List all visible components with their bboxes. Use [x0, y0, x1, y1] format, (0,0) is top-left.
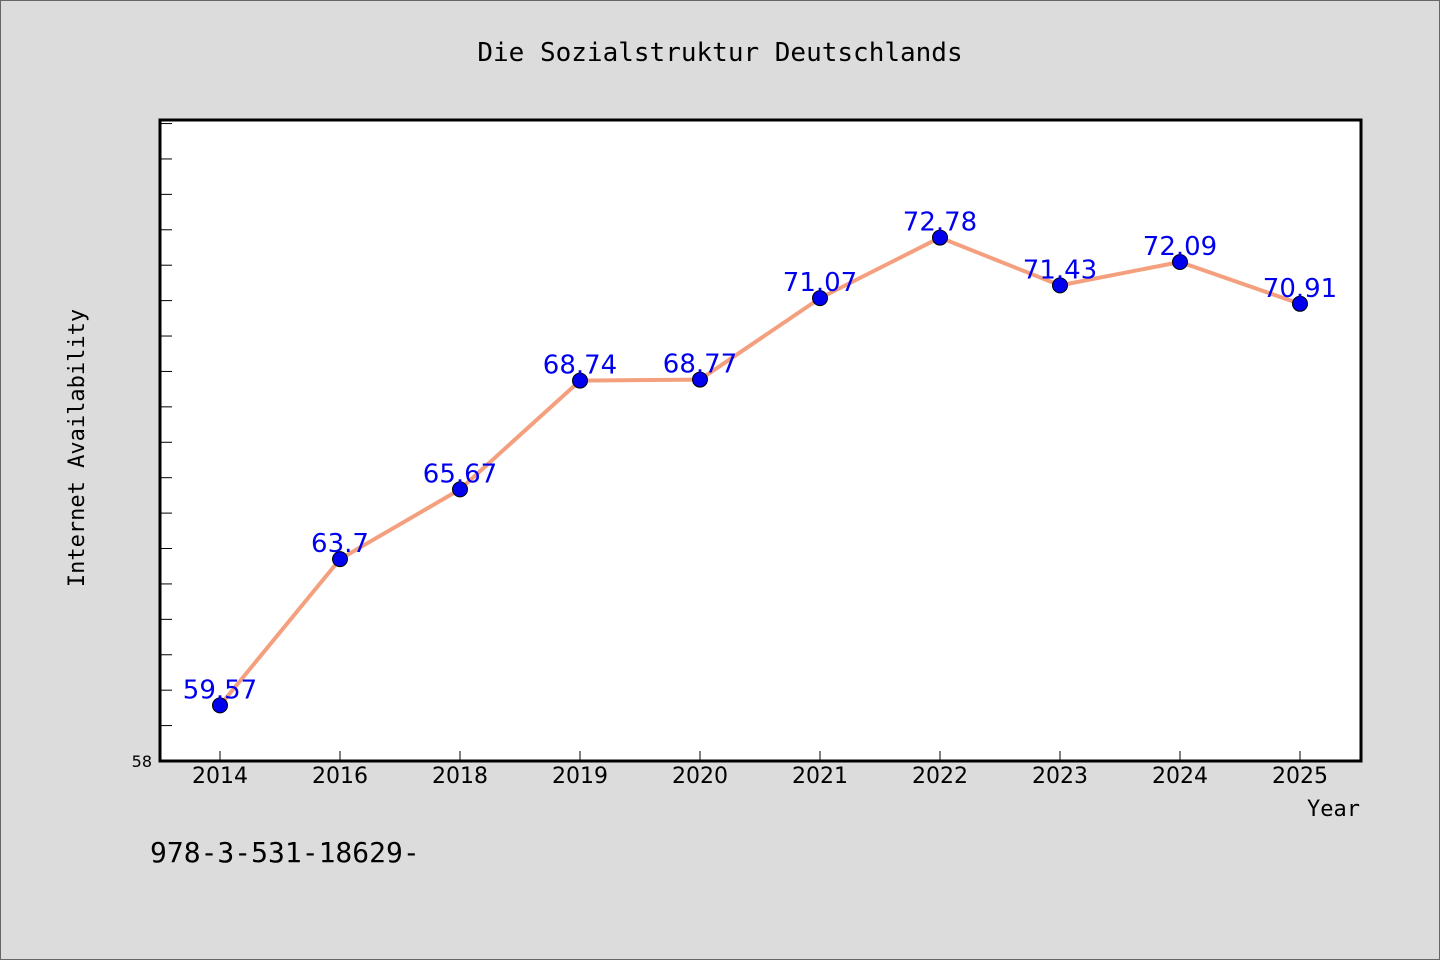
x-tick-label: 2023 [1032, 764, 1088, 789]
data-point [812, 290, 828, 307]
data-point [212, 697, 228, 714]
data-label: 72.09 [1143, 232, 1217, 262]
data-label: 71.07 [783, 268, 857, 298]
data-label: 68.74 [543, 351, 617, 381]
data-point [452, 481, 468, 498]
data-point [1052, 277, 1068, 294]
data-point [1172, 254, 1188, 271]
plot-area [158, 118, 1363, 763]
x-tick-label: 2016 [312, 764, 368, 789]
series-line-group [218, 235, 1302, 708]
footer-isbn-text: 978-3-531-18629- [150, 836, 420, 869]
data-label: 59.57 [183, 675, 257, 705]
x-axis-ticks: 2014 2016 2018 2019 2020 2021 2022 2023 2024 2025 [192, 751, 1328, 789]
data-label: 68.77 [663, 350, 737, 380]
data-point [692, 371, 708, 388]
data-label: 72.78 [903, 208, 977, 238]
x-tick-label: 2019 [552, 764, 608, 789]
x-tick-label: 2022 [912, 764, 968, 789]
data-label: 63.7 [311, 529, 369, 559]
x-tick-label: 2014 [192, 764, 248, 789]
y-axis-ticks: 58 [132, 123, 172, 771]
x-tick-label: 2018 [432, 764, 488, 789]
data-labels: 59.57 63.7 65.67 68.74 68.77 71.07 72.78 71.43 7… [183, 208, 1337, 706]
chart-title: Die Sozialstruktur Deutschlands [477, 38, 962, 68]
data-point [1292, 295, 1308, 312]
x-tick-label: 2020 [672, 764, 728, 789]
x-tick-label: 2025 [1272, 764, 1328, 789]
y-axis-label: Internet Availability [65, 309, 90, 587]
x-tick-label: 2024 [1152, 764, 1208, 789]
x-tick-label: 2021 [792, 764, 848, 789]
data-point [572, 372, 588, 389]
x-axis-label: Year [1307, 797, 1360, 822]
data-label: 71.43 [1023, 255, 1097, 285]
series-line [218, 235, 1302, 708]
data-point [332, 551, 348, 568]
data-point [932, 229, 948, 246]
data-label: 70.91 [1263, 274, 1337, 304]
y-tick-label: 58 [132, 752, 152, 771]
series-markers [212, 229, 1308, 714]
data-label: 65.67 [423, 459, 497, 489]
